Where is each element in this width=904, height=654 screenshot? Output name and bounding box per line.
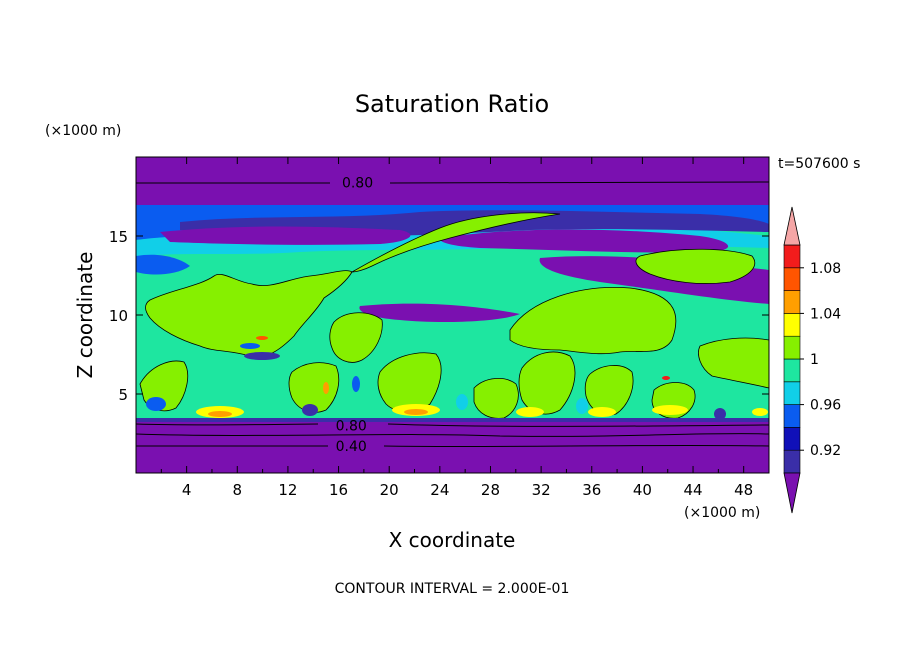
colorbar-under-triangle xyxy=(783,472,801,514)
contour-0.60-lower xyxy=(135,433,770,437)
colorbar-segment xyxy=(783,335,801,360)
x-tick-label: 4 xyxy=(182,481,192,499)
field-purple-streak-2 xyxy=(439,229,729,253)
x-tick-label: 28 xyxy=(481,481,500,499)
colorbar-tick-label: 1 xyxy=(810,352,819,368)
colorbar-segment xyxy=(783,267,801,291)
x-tick-label: 12 xyxy=(278,481,297,499)
plot-area: 0.80 0.80 0.40 xyxy=(135,156,770,474)
colorbar-segment xyxy=(783,313,801,337)
x-unit-label: (×1000 m) xyxy=(684,505,760,521)
colorbar-tick-label: 0.96 xyxy=(810,398,841,414)
y-tick-label: 15 xyxy=(109,228,128,246)
field-lower-transition xyxy=(136,418,769,422)
colorbar-tick-label: 1.04 xyxy=(810,306,841,322)
field-cloud-low-5 xyxy=(518,351,576,415)
x-tick-label: 40 xyxy=(633,481,652,499)
colorbar-segment xyxy=(783,449,801,474)
y-unit-label: (×1000 m) xyxy=(45,123,121,139)
field-blue-patch-left xyxy=(136,254,190,275)
colorbar-segment xyxy=(783,404,801,428)
chart-title: Saturation Ratio xyxy=(355,90,549,118)
x-tick-label: 36 xyxy=(582,481,601,499)
colorbar-segment xyxy=(783,427,801,451)
x-tick-label: 44 xyxy=(683,481,702,499)
x-tick-label: 32 xyxy=(532,481,551,499)
field-purple-streak-1 xyxy=(160,226,411,245)
colorbar-segment xyxy=(783,290,801,314)
x-tick-label: 24 xyxy=(430,481,449,499)
contour-labels: 0.80 0.80 0.40 xyxy=(336,175,374,455)
contour-label: 0.40 xyxy=(336,439,367,455)
y-tick-label: 5 xyxy=(118,386,128,404)
colorbar-over-triangle xyxy=(783,206,801,246)
field-cloud-upper-mid xyxy=(350,212,561,273)
colorbar-segment xyxy=(783,381,801,405)
x-axis-label: X coordinate xyxy=(389,528,516,552)
contour-0.40-lower xyxy=(136,444,770,448)
field-cloud-upper-right xyxy=(635,248,756,284)
field-cloud-low-2 xyxy=(288,362,340,413)
x-tick-label: 16 xyxy=(329,481,348,499)
field-upper-dry-layer xyxy=(136,157,769,205)
field-cloud-right-big xyxy=(509,287,677,355)
field-cloud-main-left xyxy=(145,270,353,358)
contour-label: 0.80 xyxy=(342,175,373,191)
time-label: t=507600 s xyxy=(778,156,860,172)
colorbar: 0.92 0.96 1 1.04 1.08 xyxy=(783,206,841,514)
colorbar-tick-label: 0.92 xyxy=(810,443,841,459)
field-cloud-right-edge xyxy=(698,337,770,389)
x-tick-label: 48 xyxy=(734,481,753,499)
field-purple-streak-4 xyxy=(359,303,520,322)
x-tick-label: 20 xyxy=(380,481,399,499)
contour-0.80-lower xyxy=(135,423,770,427)
field-cloud-low-4 xyxy=(473,378,519,419)
field-dry-pockets xyxy=(146,343,726,420)
field-cloud-low-3 xyxy=(377,352,442,412)
field-cloud-center xyxy=(329,312,383,363)
contour-label: 0.80 xyxy=(336,419,367,435)
contour-0.80-upper xyxy=(136,181,770,184)
y-tick-label: 10 xyxy=(109,307,128,325)
colorbar-segment xyxy=(783,358,801,383)
field-supersaturated-spots xyxy=(196,336,768,418)
field-cloud-low-6 xyxy=(584,365,634,416)
x-tick-label: 8 xyxy=(233,481,243,499)
y-axis-label: Z coordinate xyxy=(73,252,97,379)
y-axis-ticks: 5 10 15 xyxy=(109,228,769,404)
contour-interval-footer: CONTOUR INTERVAL = 2.000E-01 xyxy=(335,581,570,597)
colorbar-segment xyxy=(783,244,801,269)
x-axis-ticks: 4 8 12 16 20 24 28 32 36 40 44 48 xyxy=(160,157,753,499)
colorbar-tick-label: 1.08 xyxy=(810,261,841,277)
